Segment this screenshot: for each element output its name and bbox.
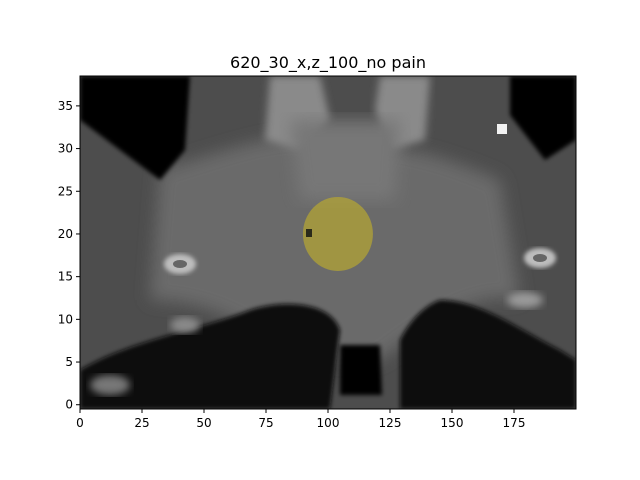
- y-tick-label: 0: [65, 398, 73, 412]
- x-tick-label: 25: [134, 416, 149, 430]
- x-tick-label: 75: [258, 416, 273, 430]
- x-tick-label: 125: [379, 416, 402, 430]
- ct-image: [80, 76, 576, 409]
- y-tick-label: 25: [58, 184, 73, 198]
- x-tick-label: 175: [503, 416, 526, 430]
- x-tick-label: 50: [196, 416, 211, 430]
- y-tick-label: 35: [58, 99, 73, 113]
- y-axis: 0 5 10 15 20 25 30 35: [58, 99, 80, 412]
- y-tick-label: 20: [58, 227, 73, 241]
- y-tick-label: 10: [58, 312, 73, 326]
- figure-title: 620_30_x,z_100_no pain: [230, 53, 426, 73]
- overlay-region: [302, 196, 373, 271]
- x-tick-label: 100: [317, 416, 340, 430]
- x-tick-label: 150: [441, 416, 464, 430]
- x-axis: 0 25 50 75 100 125 150 175: [76, 409, 525, 430]
- y-tick-label: 30: [58, 142, 73, 156]
- x-tick-label: 0: [76, 416, 84, 430]
- y-tick-label: 15: [58, 270, 73, 284]
- y-tick-label: 5: [65, 355, 73, 369]
